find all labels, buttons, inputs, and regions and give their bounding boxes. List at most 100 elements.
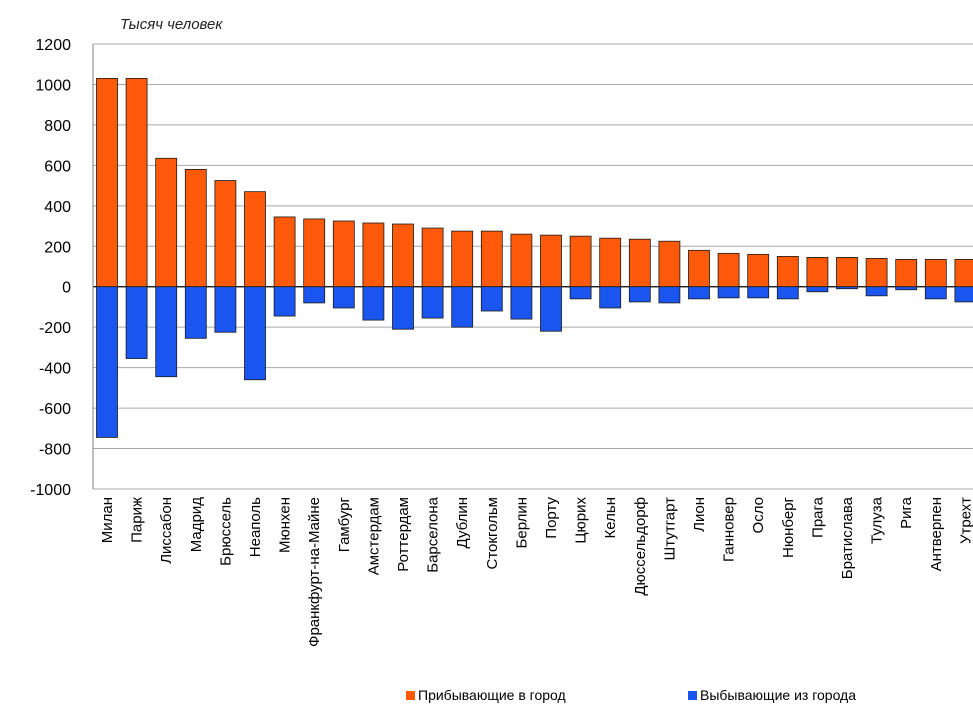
x-tick-label: Утрехт	[957, 497, 973, 544]
bar-departing	[925, 287, 946, 299]
x-tick-label: Стокгольм	[484, 497, 501, 569]
x-tick-label: Амстердам	[365, 497, 382, 575]
bar-arriving	[274, 217, 295, 287]
x-tick-label: Антверпен	[928, 497, 945, 571]
x-tick-label: Кельн	[602, 497, 619, 538]
y-tick-label: 1200	[35, 37, 71, 54]
bar-arriving	[156, 158, 177, 286]
bar-arriving	[541, 235, 562, 287]
x-tick-label: Ганновер	[721, 497, 738, 562]
x-tick-label: Лиссабон	[158, 497, 175, 564]
bar-arriving	[97, 78, 118, 286]
bar-departing	[659, 287, 680, 303]
bar-departing	[837, 287, 858, 289]
x-tick-label: Брюссель	[217, 497, 234, 566]
bar-departing	[97, 287, 118, 438]
bar-departing	[866, 287, 887, 296]
bar-arriving	[807, 257, 828, 286]
bar-departing	[570, 287, 591, 299]
bar-arriving	[333, 221, 354, 287]
bar-arriving	[570, 236, 591, 287]
bar-arriving	[422, 228, 443, 287]
legend-swatch-arriving	[406, 691, 415, 700]
bar-arriving	[837, 257, 858, 286]
bar-arriving	[748, 254, 769, 286]
bar-departing	[689, 287, 710, 299]
x-tick-label: Лион	[691, 497, 708, 532]
x-tick-label: Дюссельдорф	[632, 497, 649, 596]
bar-arriving	[452, 231, 473, 287]
y-tick-label: 0	[62, 280, 71, 297]
bar-departing	[245, 287, 266, 380]
bar-departing	[393, 287, 414, 329]
legend-label-departing: Выбывающие из города	[700, 687, 856, 703]
bar-arriving	[126, 78, 147, 286]
x-tick-label: Рига	[898, 496, 915, 529]
bar-departing	[481, 287, 502, 311]
bar-departing	[333, 287, 354, 308]
x-tick-label: Нюнберг	[780, 496, 797, 557]
x-tick-label: Мюнхен	[277, 497, 294, 553]
bar-arriving	[511, 234, 532, 287]
bar-departing	[896, 287, 917, 290]
y-tick-label: 400	[44, 199, 71, 216]
bar-arriving	[185, 169, 206, 286]
bar-departing	[185, 287, 206, 339]
x-tick-label: Братислава	[839, 496, 856, 579]
bar-departing	[600, 287, 621, 308]
x-tick-label: Порту	[543, 497, 560, 539]
x-tick-label: Неаполь	[247, 497, 264, 557]
bar-departing	[955, 287, 973, 302]
bar-departing	[807, 287, 828, 292]
x-tick-label: Прага	[809, 496, 826, 538]
bar-arriving	[304, 219, 325, 287]
bar-departing	[452, 287, 473, 327]
bar-arriving	[215, 181, 236, 287]
bar-arriving	[245, 192, 266, 287]
x-tick-label: Барселона	[425, 496, 442, 572]
bar-arriving	[718, 253, 739, 286]
bar-arriving	[363, 223, 384, 287]
x-tick-label: Гамбург	[336, 496, 353, 552]
x-tick-label: Берлин	[513, 497, 530, 548]
x-tick-label: Париж	[129, 497, 146, 543]
bar-arriving	[925, 259, 946, 286]
bar-departing	[748, 287, 769, 298]
x-tick-label: Осло	[750, 497, 767, 533]
bar-departing	[274, 287, 295, 316]
x-tick-label: Франкфурт-на-Майне	[306, 497, 323, 647]
y-tick-label: 1000	[35, 77, 71, 94]
x-tick-label: Цюрих	[573, 497, 590, 544]
x-tick-label: Тулуза	[869, 496, 886, 544]
y-tick-label: -800	[39, 442, 71, 459]
x-tick-label: Мадрид	[188, 497, 205, 552]
bar-arriving	[777, 256, 798, 286]
bar-arriving	[629, 239, 650, 287]
x-tick-label: Роттердам	[395, 497, 412, 572]
bar-arriving	[866, 258, 887, 286]
bar-departing	[718, 287, 739, 298]
y-tick-label: -200	[39, 320, 71, 337]
bar-departing	[126, 287, 147, 359]
x-tick-label: Дублин	[454, 497, 471, 549]
x-tick-label: Штутгарт	[661, 497, 678, 561]
bar-arriving	[689, 250, 710, 286]
bar-arriving	[659, 241, 680, 287]
bar-departing	[541, 287, 562, 332]
y-tick-label: 200	[44, 239, 71, 256]
bar-arriving	[896, 259, 917, 286]
y-tick-label: -400	[39, 361, 71, 378]
legend-swatch-departing	[688, 691, 697, 700]
y-tick-label: -1000	[30, 482, 71, 499]
bar-arriving	[955, 259, 973, 286]
y-tick-label: 800	[44, 118, 71, 135]
bar-arriving	[600, 238, 621, 287]
bar-departing	[422, 287, 443, 318]
legend-label-arriving: Прибывающие в город	[418, 687, 566, 703]
bar-departing	[511, 287, 532, 319]
bar-departing	[156, 287, 177, 377]
bar-departing	[363, 287, 384, 320]
y-tick-label: 600	[44, 158, 71, 175]
unit-label: Тысяч человек	[120, 16, 223, 33]
